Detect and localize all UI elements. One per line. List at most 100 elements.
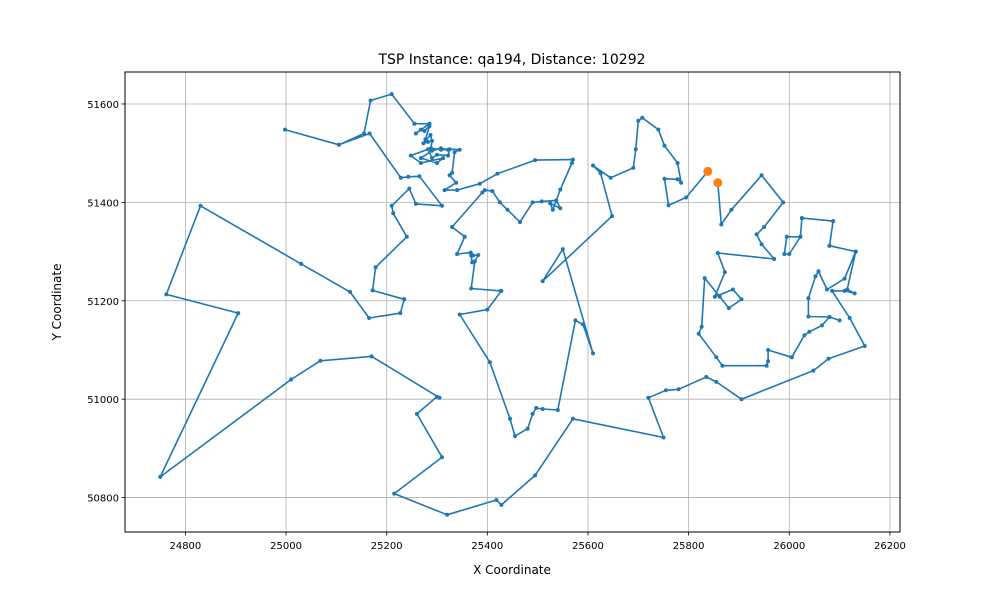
city-point	[499, 288, 504, 293]
city-point	[373, 265, 378, 270]
city-point	[827, 243, 832, 248]
city-point	[548, 201, 553, 206]
plot-frame	[124, 71, 901, 533]
x-axis-label: X Coordinate	[473, 563, 551, 577]
city-point	[440, 455, 444, 460]
y-tick-label: 50800	[87, 494, 119, 505]
city-point	[368, 98, 373, 103]
city-point	[837, 318, 842, 323]
city-point	[558, 187, 563, 192]
city-point	[787, 252, 792, 256]
city-point	[408, 153, 413, 158]
grid-lines	[125, 72, 900, 532]
city-point	[494, 498, 499, 502]
city-point	[471, 253, 476, 258]
city-point	[299, 261, 304, 266]
city-point	[389, 203, 394, 208]
city-point	[631, 165, 636, 170]
city-point	[398, 175, 403, 180]
city-point	[826, 356, 831, 361]
city-point	[417, 174, 422, 179]
city-point	[782, 252, 787, 256]
city-point	[664, 388, 668, 393]
x-tick-label: 26000	[773, 541, 805, 552]
city-point	[656, 127, 661, 132]
x-tick-label: 25200	[371, 541, 403, 552]
city-point	[427, 124, 432, 129]
city-point	[759, 173, 764, 178]
x-tick-label: 24800	[169, 541, 201, 552]
city-point	[450, 225, 455, 229]
city-point	[699, 324, 704, 329]
city-point	[530, 200, 535, 205]
city-point	[640, 115, 645, 120]
city-point	[457, 312, 462, 317]
city-point	[712, 294, 717, 299]
city-point	[646, 395, 651, 400]
city-point	[391, 211, 396, 216]
city-point	[558, 206, 563, 211]
city-point	[598, 171, 603, 176]
city-point	[754, 232, 759, 237]
city-point	[719, 222, 724, 227]
city-point	[406, 174, 411, 179]
city-point	[581, 322, 585, 327]
city-point	[807, 329, 812, 334]
y-tick-label: 51400	[87, 198, 119, 209]
city-point	[437, 395, 442, 400]
axis-ticks: 24800 25000 25200 25400 25600 25800 26000 26200…	[87, 100, 906, 552]
city-point	[198, 203, 203, 208]
city-point	[505, 207, 510, 212]
city-point	[661, 435, 666, 440]
city-point	[591, 163, 595, 168]
city-point	[455, 252, 460, 256]
city-point	[533, 473, 538, 478]
city-point	[452, 150, 457, 155]
city-point	[485, 307, 490, 312]
city-point	[540, 407, 545, 411]
city-point	[530, 411, 535, 416]
city-point	[534, 406, 539, 410]
city-point	[591, 351, 595, 356]
city-point	[426, 147, 430, 152]
city-point	[675, 161, 680, 165]
city-point	[662, 143, 667, 148]
city-point	[445, 512, 450, 517]
city-point	[423, 137, 428, 142]
city-point	[539, 199, 544, 204]
city-point	[441, 156, 446, 161]
city-point	[827, 315, 832, 319]
city-point	[370, 288, 375, 293]
city-point	[852, 291, 857, 296]
city-point	[455, 188, 460, 193]
y-tick-label: 51200	[87, 297, 119, 308]
city-point	[759, 242, 764, 247]
city-point	[389, 92, 394, 97]
city-point	[476, 253, 481, 257]
city-point	[684, 195, 689, 200]
city-point	[554, 198, 559, 203]
city-point	[447, 147, 452, 152]
city-point	[702, 276, 707, 281]
city-point	[569, 161, 574, 165]
city-point	[490, 189, 495, 194]
city-point	[236, 311, 241, 316]
highlighted-city-point	[703, 166, 713, 176]
city-point	[428, 133, 433, 137]
city-point	[608, 175, 613, 180]
city-point	[570, 157, 575, 162]
city-point	[454, 180, 459, 185]
city-point	[729, 207, 734, 212]
city-points	[158, 92, 867, 517]
city-point	[533, 158, 538, 163]
city-point	[482, 188, 487, 193]
city-point	[348, 289, 352, 294]
city-point	[830, 288, 835, 293]
city-point	[392, 491, 397, 496]
city-point	[555, 408, 560, 412]
city-point	[739, 297, 744, 302]
city-point	[847, 316, 852, 320]
city-point	[421, 141, 426, 146]
